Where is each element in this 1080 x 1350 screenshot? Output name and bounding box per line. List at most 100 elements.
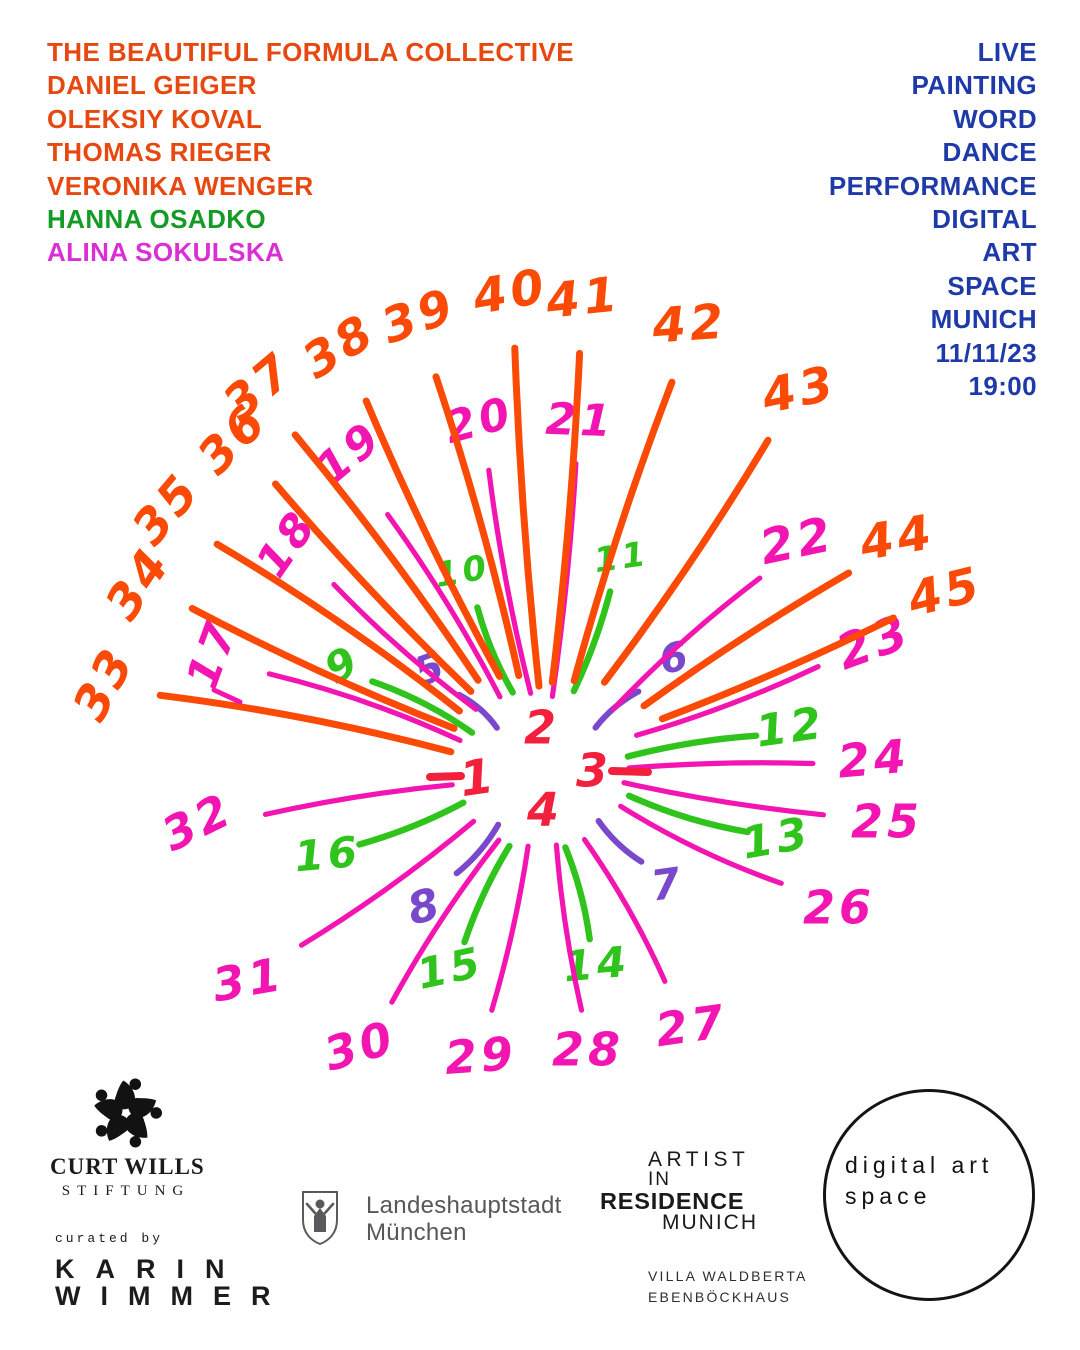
munich-coat-of-arms-icon: [302, 1191, 338, 1246]
event-line: 19:00: [968, 371, 1037, 402]
ray-line-22: [611, 575, 763, 712]
venue-block: VILLA WALDBERTA EBENBÖCKHAUS: [648, 1266, 808, 1308]
ray-number-31: 31: [208, 947, 288, 1013]
ray-line-29: [489, 843, 531, 1013]
ray-line-14: [562, 844, 593, 943]
ray-number-42: 42: [650, 293, 730, 354]
ray-number-7: 7: [648, 857, 688, 910]
air-line-in: IN: [648, 1169, 671, 1190]
ray-line-42: [570, 378, 676, 685]
ray-line-6: [592, 688, 642, 731]
ray-number-44: 44: [855, 504, 939, 572]
ray-number-32: 32: [153, 782, 241, 862]
curated-by-label: curated by: [55, 1231, 164, 1246]
ray-line-11: [570, 588, 614, 695]
ray-line-10: [474, 604, 516, 696]
digital-art-space-line1: digital art: [845, 1152, 994, 1178]
ray-number-25: 25: [851, 795, 923, 849]
event-line: PERFORMANCE: [828, 170, 1037, 201]
curt-wills-logo-icon: [94, 1078, 163, 1148]
ray-number-16: 16: [293, 827, 363, 882]
curt-wills-subtitle: STIFTUNG: [61, 1183, 191, 1199]
artist-name: DANIEL GEIGER: [47, 70, 257, 101]
ray-number-22: 22: [755, 506, 840, 576]
ray-number-27: 27: [652, 994, 731, 1057]
event-line: SPACE: [947, 270, 1037, 301]
air-line-artist: ARTIST: [648, 1148, 750, 1171]
ray-number-40: 40: [468, 258, 552, 326]
ray-line-45: [658, 614, 897, 723]
venue-line1: VILLA WALDBERTA: [648, 1268, 808, 1284]
ray-line-28: [553, 842, 585, 1013]
ray-line-35: [213, 540, 463, 715]
ray-line-20: [486, 467, 534, 696]
ray-number-11: 11: [592, 534, 652, 581]
ray-line-34: [188, 605, 458, 732]
event-line: ART: [982, 237, 1037, 268]
ray-number-8: 8: [402, 878, 448, 936]
artist-name: OLEKSIY KOVAL: [47, 103, 263, 134]
event-line: PAINTING: [911, 70, 1037, 101]
air-line-residence: RESIDENCE: [600, 1188, 745, 1214]
event-details: LIVE PAINTING WORD DANCE PERFORMANCE DIGITAL A…: [829, 36, 1037, 403]
ray-line-12: [624, 732, 760, 760]
ray-number-39: 39: [374, 277, 463, 355]
city-logo-text: Landeshauptstadt München: [366, 1192, 562, 1246]
ray-line-16: [356, 799, 467, 848]
ray-number-24: 24: [835, 728, 911, 788]
ray-line-17: [266, 671, 463, 743]
curator-first-name: KARIN: [55, 1254, 246, 1284]
ray-line-33: [156, 691, 455, 756]
drawing-dash-2: [608, 767, 652, 776]
artist-lineup: THE BEAUTIFUL FORMULA COLLECTIVE DANIEL G…: [47, 36, 574, 270]
ray-number-30: 30: [318, 1010, 402, 1082]
ray-line-44: [640, 569, 853, 710]
ray-number-41: 41: [543, 266, 624, 330]
venue-line2: EBENBÖCKHAUS: [648, 1289, 792, 1305]
ray-line-7: [595, 818, 645, 865]
ray-line-37: [291, 431, 482, 684]
ray-line-38: [362, 397, 504, 680]
center-number-3: 3: [576, 744, 608, 798]
curt-wills-name: CURT WILLS: [50, 1154, 205, 1179]
ray-line-9: [369, 678, 476, 736]
ray-line-39: [432, 373, 523, 680]
city-line2: München: [366, 1219, 467, 1246]
ray-number-17: 17: [177, 613, 249, 696]
artist-in-residence-block: ARTIST IN RESIDENCE MUNICH: [600, 1149, 758, 1234]
event-line: LIVE: [977, 37, 1037, 67]
curator-last-name: WIMMER: [55, 1281, 291, 1311]
ray-number-28: 28: [552, 1023, 624, 1077]
digital-art-space-circle: [823, 1089, 1035, 1301]
artist-name: THE BEAUTIFUL FORMULA COLLECTIVE: [47, 37, 574, 67]
ray-number-26: 26: [803, 881, 875, 935]
ray-line-40: [511, 344, 543, 690]
event-line: DIGITAL: [932, 204, 1037, 235]
ray-line-13: [625, 792, 751, 836]
ray-line-26: [618, 803, 784, 886]
ray-line-19: [385, 512, 503, 700]
event-line: WORD: [953, 103, 1037, 134]
event-line: DANCE: [942, 137, 1037, 168]
ray-line-25: [621, 780, 826, 818]
ray-number-12: 12: [753, 697, 829, 757]
ray-number-13: 13: [738, 807, 815, 869]
ray-line-24: [626, 760, 816, 771]
ray-line-31: [298, 818, 477, 948]
center-number-2: 2: [524, 701, 556, 755]
center-number-4: 4: [526, 783, 559, 837]
ray-line-23: [634, 664, 821, 738]
artist-name: VERONIKA WENGER: [47, 170, 314, 201]
curt-wills-stiftung-block: CURT WILLS STIFTUNG: [50, 1074, 205, 1200]
drawing-dash-1: [426, 772, 465, 781]
event-line: MUNICH: [930, 304, 1037, 335]
ray-line-18: [331, 581, 479, 712]
ray-line-27: [581, 837, 668, 984]
ray-line-32: [262, 782, 455, 817]
ray-number-38: 38: [293, 303, 386, 390]
ray-line-15: [461, 842, 513, 946]
artist-name: THOMAS RIEGER: [47, 137, 272, 168]
ray-line-36: [272, 480, 475, 695]
drawing-dash-3: [211, 687, 243, 705]
